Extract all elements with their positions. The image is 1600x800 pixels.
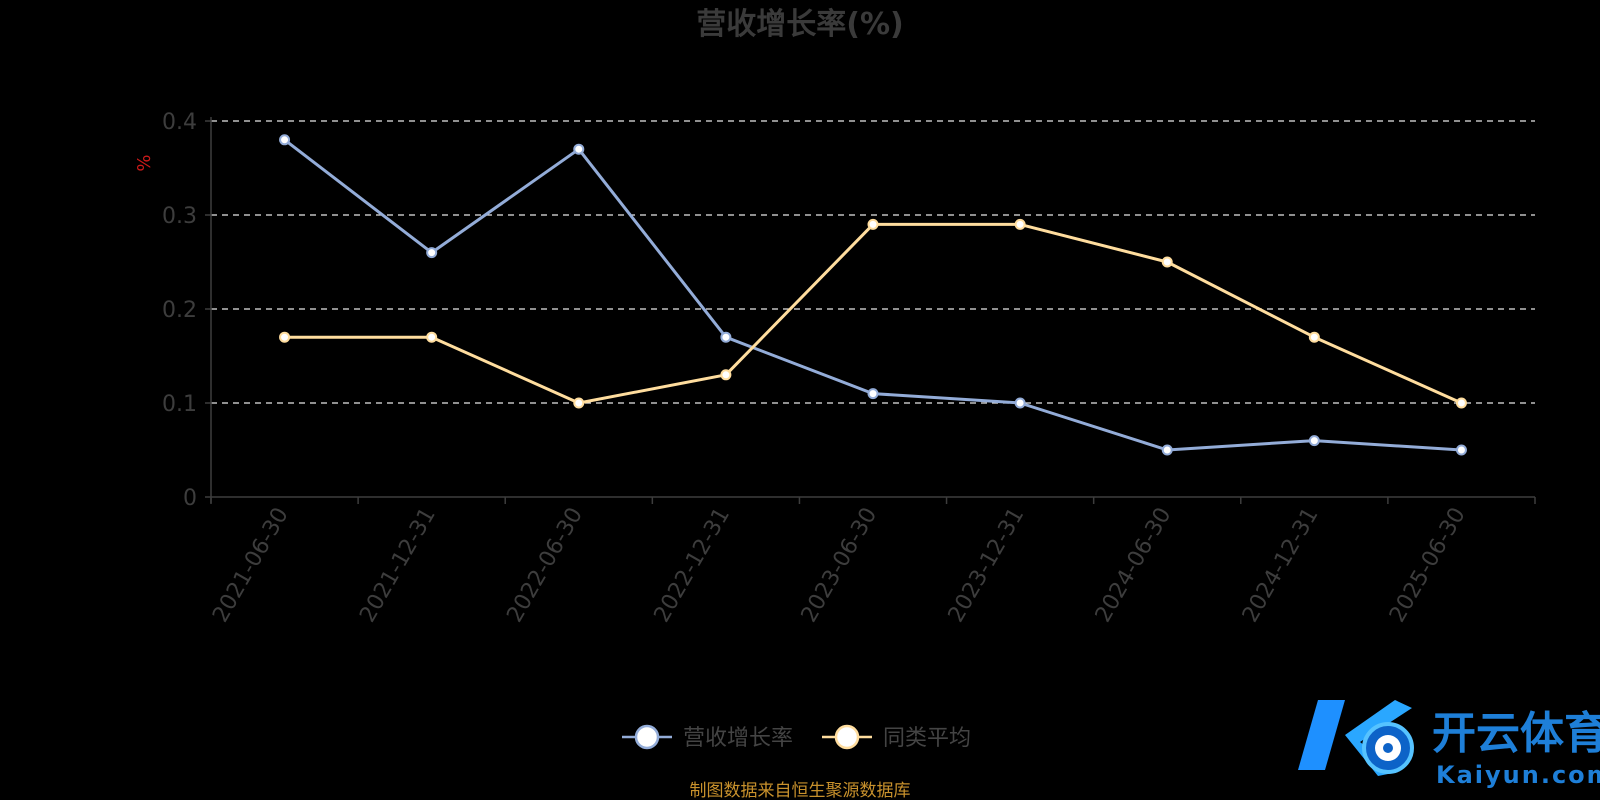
- series-2-point-0: [279, 331, 291, 343]
- series-1-point-5: [1014, 397, 1026, 409]
- series-1-point-1: [426, 247, 438, 259]
- x-tick-label-7: 2024-12-31: [1238, 504, 1324, 627]
- legend[interactable]: 营收增长率 同类平均: [622, 724, 971, 751]
- legend-item-series-2[interactable]: 同类平均: [822, 724, 971, 751]
- x-tick-label-5: 2023-12-31: [944, 504, 1030, 627]
- series-2-line: [283, 222, 1463, 405]
- chart-title: 营收增长率(%): [696, 7, 903, 42]
- kaiyun-logo: 开云体育 Kaiyun.com: [1298, 700, 1600, 789]
- series-2-point-2: [573, 397, 585, 409]
- series-2-point-5: [1014, 218, 1026, 230]
- legend-item-series-1[interactable]: 营收增长率: [622, 724, 793, 751]
- x-tick-label-2: 2022-06-30: [502, 504, 588, 627]
- y-tick-label-3: 0.3: [162, 204, 197, 229]
- y-tick-label-2: 0.2: [162, 298, 197, 323]
- series-2-point-3: [720, 369, 732, 381]
- series-1-point-7: [1308, 435, 1320, 447]
- x-tick-label-0: 2021-06-30: [208, 504, 294, 627]
- series-2-point-8: [1455, 397, 1467, 409]
- series-1-point-8: [1455, 444, 1467, 456]
- x-tick-labels: 2021-06-30 2021-12-31 2022-06-30 2022-12-31…: [208, 503, 1470, 626]
- series-1-point-0: [279, 134, 291, 146]
- axes: [205, 117, 1536, 504]
- legend-label-series-1: 营收增长率: [683, 726, 793, 751]
- series-1-point-3: [720, 331, 732, 343]
- series-2-point-1: [426, 331, 438, 343]
- y-tick-label-1: 0.1: [162, 392, 197, 417]
- legend-marker-series-1: [634, 724, 660, 750]
- series-2-point-4: [867, 218, 879, 230]
- gridlines: [211, 120, 1535, 404]
- legend-marker-series-2: [834, 724, 860, 750]
- series-lines: [279, 134, 1467, 456]
- series-2-point-7: [1308, 331, 1320, 343]
- series-2: [279, 218, 1467, 409]
- x-tick-label-3: 2022-12-31: [650, 504, 736, 627]
- y-axis-unit: %: [134, 154, 155, 171]
- data-source-note: 制图数据来自恒生聚源数据库: [690, 781, 911, 800]
- series-1-point-6: [1161, 444, 1173, 456]
- logo-mark-icon: [1298, 700, 1414, 776]
- series-1-point-4: [867, 388, 879, 400]
- x-tick-label-1: 2021-12-31: [355, 503, 441, 626]
- series-1: [279, 134, 1467, 456]
- x-tick-label-8: 2025-06-30: [1385, 504, 1471, 627]
- x-tick-label-6: 2024-06-30: [1091, 504, 1177, 627]
- y-tick-label-4: 0.4: [162, 110, 197, 135]
- y-tick-label-0: 0: [183, 486, 197, 511]
- legend-label-series-2: 同类平均: [883, 726, 971, 751]
- y-tick-labels: 0 0.1 0.2 0.3 0.4: [162, 110, 197, 511]
- series-2-point-6: [1161, 256, 1173, 268]
- logo-text-cn: 开云体育: [1432, 708, 1600, 759]
- x-tick-label-4: 2023-06-30: [797, 504, 883, 627]
- series-1-point-2: [573, 143, 585, 155]
- logo-text-en: Kaiyun.com: [1436, 761, 1600, 789]
